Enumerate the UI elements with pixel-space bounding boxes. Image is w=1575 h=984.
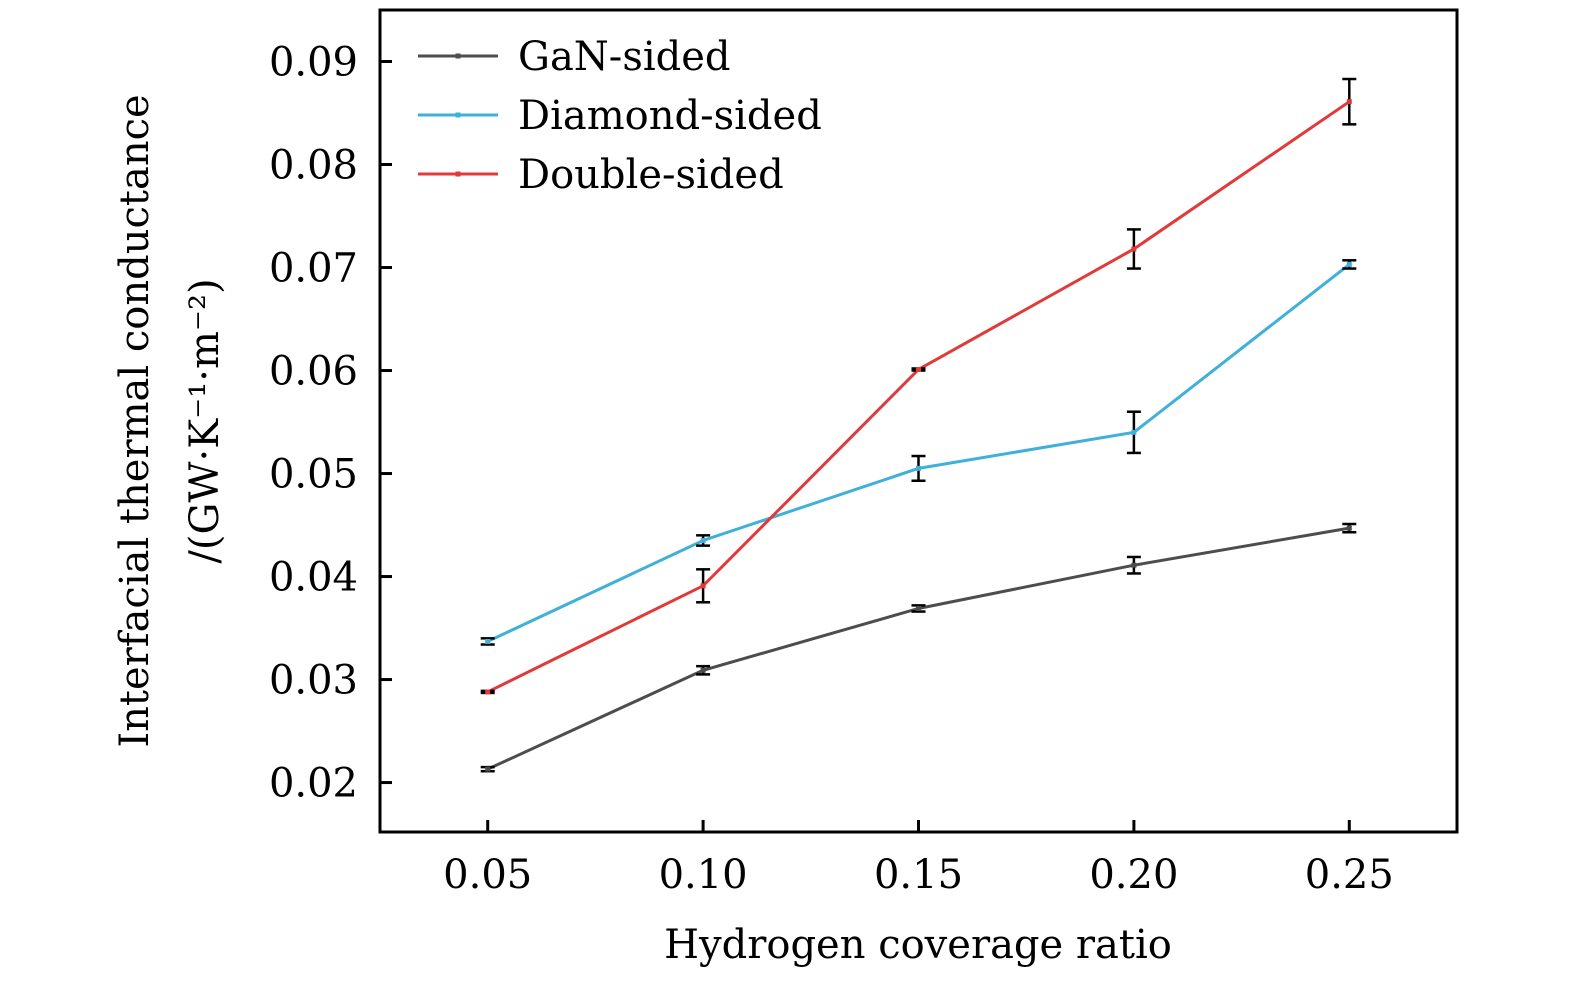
legend-label: Diamond-sided: [518, 93, 822, 139]
data-point-diamond-sided: [1346, 261, 1352, 267]
y-axis-title-line1: Interfacial thermal conductance: [112, 94, 158, 747]
y-axis: 0.02 0.03 0.04 0.05 0.06 0.07 0.08 0.09: [269, 40, 392, 807]
x-axis: 0.05 0.10 0.15 0.20 0.25: [443, 820, 1394, 898]
x-tick-label: 0.15: [874, 852, 963, 898]
legend-label: Double-sided: [518, 152, 784, 198]
legend: GaN-sided Diamond-sided Double-sided: [418, 34, 822, 198]
data-point-diamond-sided: [916, 465, 921, 471]
x-axis-title: Hydrogen coverage ratio: [664, 922, 1172, 968]
x-tick-label: 0.10: [659, 852, 748, 898]
x-tick-label: 0.20: [1089, 852, 1178, 898]
x-tick-label: 0.25: [1305, 852, 1394, 898]
data-point-diamond-sided: [1131, 429, 1137, 435]
y-tick-label: 0.06: [269, 349, 358, 395]
y-tick-label: 0.08: [269, 143, 358, 189]
x-tick-label: 0.05: [443, 852, 532, 898]
legend-label: GaN-sided: [518, 34, 731, 80]
data-point-double-sided: [700, 583, 706, 589]
data-point-double-sided: [1346, 99, 1352, 105]
legend-item-diamond-sided: Diamond-sided: [418, 93, 822, 139]
plot-marks: [480, 77, 1357, 773]
data-point-diamond-sided: [700, 537, 706, 543]
data-point-gan-sided: [700, 667, 706, 673]
y-axis-title-line2: /(GW·K⁻¹·m⁻²): [182, 278, 228, 563]
series-line-gan-sided: [487, 526, 1350, 771]
legend-item-gan-sided: GaN-sided: [418, 34, 731, 80]
data-point-double-sided: [916, 366, 921, 372]
data-point-gan-sided: [1131, 562, 1137, 568]
data-point-double-sided: [1131, 246, 1137, 252]
y-tick-label: 0.09: [269, 40, 358, 86]
data-point-diamond-sided: [485, 638, 491, 644]
data-point-gan-sided: [485, 766, 491, 772]
y-tick-label: 0.03: [269, 658, 358, 704]
y-tick-label: 0.07: [269, 246, 358, 292]
legend-item-double-sided: Double-sided: [418, 152, 784, 198]
data-point-gan-sided: [1346, 525, 1352, 531]
y-tick-label: 0.02: [269, 761, 358, 807]
data-point-double-sided: [485, 689, 491, 695]
y-tick-label: 0.05: [269, 452, 358, 498]
y-tick-label: 0.04: [269, 555, 358, 601]
data-point-gan-sided: [916, 605, 921, 611]
series-line-diamond-sided: [487, 263, 1351, 643]
